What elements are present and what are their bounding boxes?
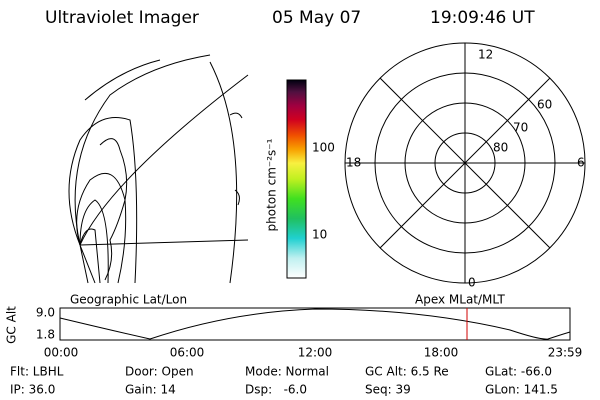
footer-field: GLat: -66.0 xyxy=(485,365,552,379)
footer-field: IP: 36.0 xyxy=(10,383,55,397)
x-tick-label: 18:00 xyxy=(424,346,459,360)
mlt-label: 12 xyxy=(478,48,493,62)
mlt-label: 0 xyxy=(468,276,476,290)
lat-label: 60 xyxy=(537,98,552,112)
colorbar-label: photon cm⁻²s⁻¹ xyxy=(265,138,279,231)
geographic-map xyxy=(68,54,249,284)
panel-title: Geographic Lat/Lon xyxy=(70,293,187,307)
footer-field: Seq: 39 xyxy=(365,383,411,397)
mlt-label: 6 xyxy=(577,156,585,170)
x-tick-label: 06:00 xyxy=(170,346,205,360)
x-tick-label: 12:00 xyxy=(298,346,333,360)
mlt-label: 18 xyxy=(346,156,361,170)
x-tick-label: 00:00 xyxy=(44,346,79,360)
colorbar-tick: 100 xyxy=(312,141,335,155)
footer: Flt: LBHL Door: Open Mode: Normal GC Alt: 6… xyxy=(10,365,558,397)
y-tick-label: 9.0 xyxy=(36,306,55,320)
date: 05 May 07 xyxy=(272,8,361,28)
footer-field: Gain: 14 xyxy=(125,383,176,397)
footer-field: Flt: LBHL xyxy=(10,365,64,379)
lat-label: 80 xyxy=(493,141,508,155)
colorbar-tick: 10 xyxy=(312,228,327,242)
colorbar xyxy=(286,79,307,279)
footer-field: Door: Open xyxy=(125,365,194,379)
axis-label: GC Alt xyxy=(5,306,19,344)
x-tick-label: 23:59 xyxy=(548,346,583,360)
time: 19:09:46 UT xyxy=(430,8,535,28)
altitude-curve xyxy=(59,308,571,340)
footer-field: Dsp: -6.0 xyxy=(245,383,307,397)
altitude-panel xyxy=(59,307,571,341)
footer-field: Mode: Normal xyxy=(245,365,329,379)
polar-grid xyxy=(344,42,586,284)
y-tick-label: 1.8 xyxy=(36,328,55,342)
footer-field: GC Alt: 6.5 Re xyxy=(365,365,449,379)
lat-label: 70 xyxy=(513,121,528,135)
panel-title: Apex MLat/MLT xyxy=(415,293,505,307)
footer-field: GLon: 141.5 xyxy=(485,383,558,397)
title: Ultraviolet Imager xyxy=(45,8,199,28)
